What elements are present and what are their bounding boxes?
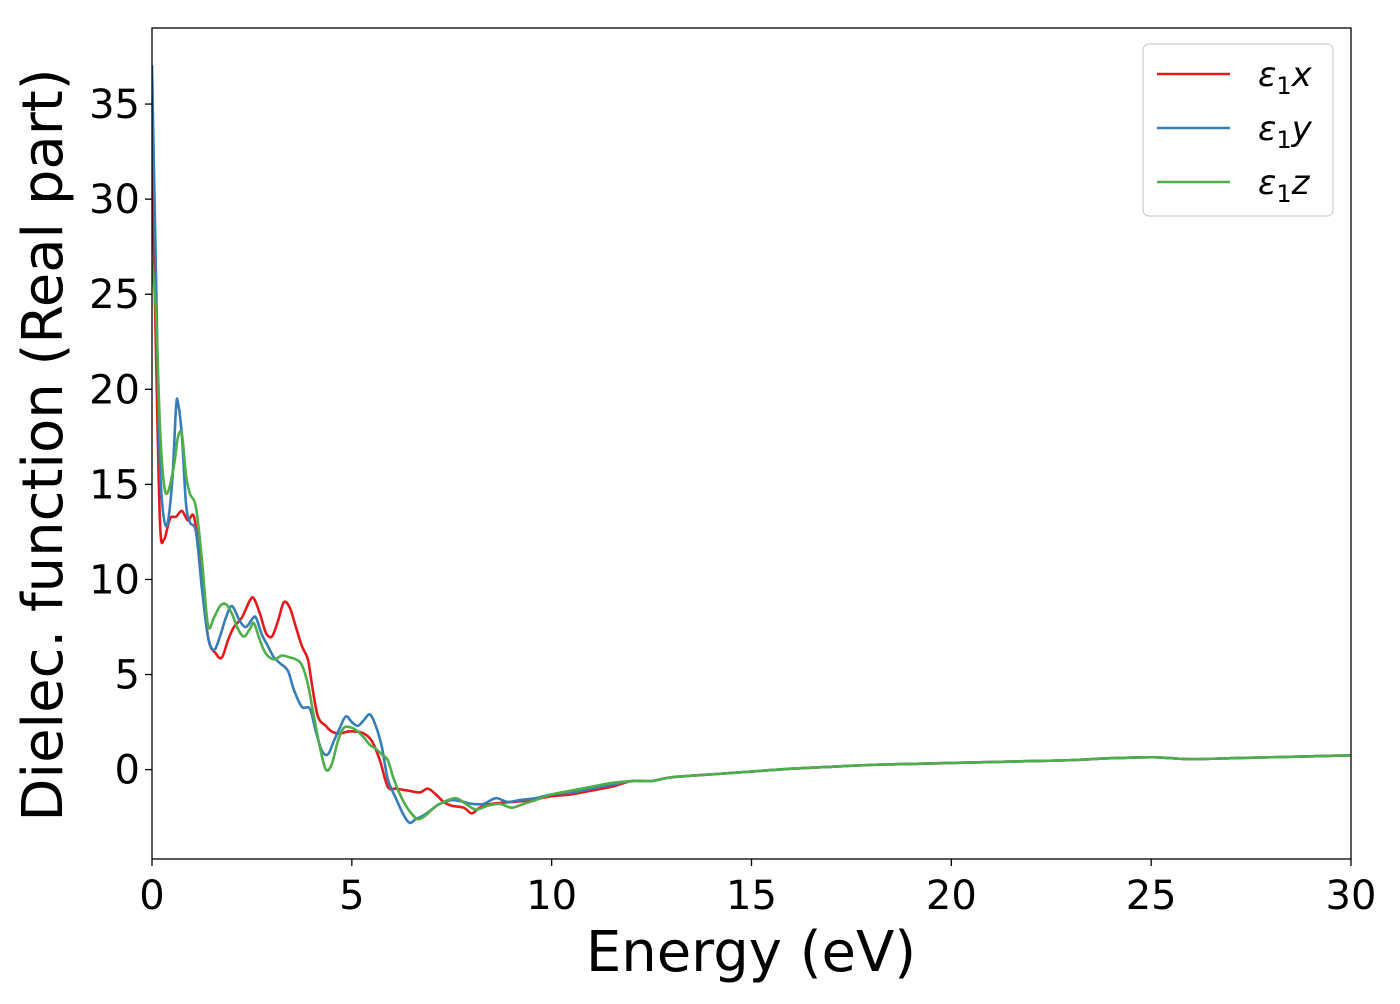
y-tick-label: 5: [115, 653, 140, 699]
x-axis-ticks: 0 5 10 15 20 25 30: [139, 859, 1376, 919]
x-tick-label: 25: [1126, 873, 1177, 919]
y-tick-label: 15: [89, 462, 140, 508]
y-tick-label: 0: [115, 748, 140, 794]
y-tick-label: 35: [89, 82, 140, 128]
x-tick-label: 30: [1326, 873, 1377, 919]
legend-box: [1142, 43, 1334, 217]
y-tick-label: 20: [89, 367, 140, 413]
series-line-z: [152, 260, 1351, 821]
x-tick-label: 15: [726, 873, 777, 919]
x-tick-label: 20: [926, 873, 977, 919]
x-axis-title: Energy (eV): [586, 920, 916, 985]
y-tick-label: 10: [89, 557, 140, 603]
x-tick-label: 10: [526, 873, 577, 919]
legend-label-x: ε1x: [1258, 55, 1313, 100]
x-tick-label: 0: [139, 873, 164, 919]
y-axis-ticks: 0 5 10 15 20 25 30 35: [89, 82, 152, 794]
y-axis-title: Dielec. function (Real part): [11, 68, 76, 821]
legend-items: ε1x ε1y ε1z: [1157, 55, 1313, 208]
series-layer: [152, 64, 1351, 825]
x-tick-label: 5: [339, 873, 364, 919]
legend-label-z: ε1z: [1258, 163, 1311, 208]
legend-label-y: ε1y: [1258, 109, 1313, 154]
y-tick-label: 30: [89, 177, 140, 223]
series-line-x: [152, 150, 1351, 815]
legend: ε1x ε1y ε1z: [1142, 43, 1334, 217]
y-tick-label: 25: [89, 272, 140, 318]
